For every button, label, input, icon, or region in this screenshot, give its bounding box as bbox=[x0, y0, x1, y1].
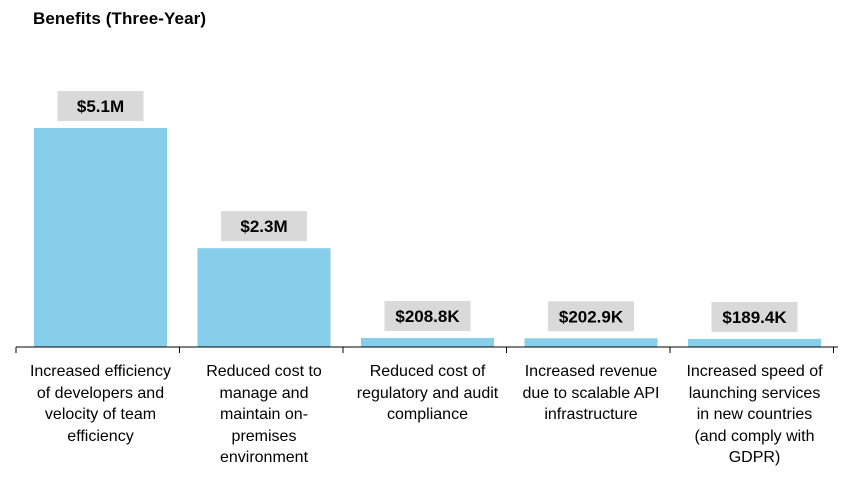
bar-2 bbox=[197, 248, 331, 347]
category-label-5: Increased speed of launching services in n… bbox=[672, 361, 838, 469]
value-label-box-4 bbox=[548, 301, 634, 332]
category-label-line: launching services bbox=[688, 384, 821, 402]
category-label-line: efficiency bbox=[67, 427, 134, 445]
bar-4 bbox=[524, 338, 658, 347]
category-label-1: Increased efficiency of developers and vel… bbox=[18, 361, 184, 447]
category-label-2: Reduced cost to manage and maintain on-pre… bbox=[181, 361, 347, 469]
category-label-line: infrastructure bbox=[544, 406, 638, 423]
category-label-line: Reduced cost of bbox=[369, 363, 486, 380]
category-label-line: maintain on- bbox=[219, 406, 309, 423]
category-label-line: compliance bbox=[387, 406, 468, 423]
category-label-line: Increased revenue bbox=[524, 363, 658, 380]
value-label-box-2 bbox=[221, 211, 307, 242]
category-label-line: of developers and bbox=[36, 384, 165, 402]
category-label-line: due to scalable API bbox=[522, 384, 660, 402]
bar-5 bbox=[688, 338, 821, 347]
category-label-line: Reduced cost to bbox=[206, 363, 322, 380]
value-label-box-1 bbox=[57, 91, 144, 121]
category-label-line: velocity of team bbox=[44, 406, 157, 423]
value-label-1: $5.1M bbox=[77, 97, 124, 116]
value-label-box-3 bbox=[384, 301, 471, 331]
category-label-4: Increased revenue due to scalable API infr… bbox=[508, 361, 674, 426]
category-label-line: Increased efficiency bbox=[29, 363, 172, 380]
category-label-line: (and comply with bbox=[694, 427, 815, 445]
category-label-line: premises bbox=[231, 427, 297, 445]
value-label-4: $202.9K bbox=[559, 307, 624, 326]
category-label-line: in new countries bbox=[696, 406, 813, 423]
value-label-box-5 bbox=[711, 301, 798, 332]
category-label-line: GDPR) bbox=[728, 449, 781, 466]
value-label-5: $189.4K bbox=[722, 308, 787, 327]
category-label-line: regulatory and audit bbox=[356, 384, 499, 402]
value-label-3: $208.8K bbox=[395, 307, 460, 326]
chart-title: Benefits (Three-Year) bbox=[33, 9, 207, 28]
category-label-line: environment bbox=[219, 449, 309, 466]
bar-1 bbox=[34, 128, 167, 347]
category-label-line: Increased speed of bbox=[686, 363, 823, 380]
bar-3 bbox=[361, 338, 494, 347]
category-label-line: manage and bbox=[219, 384, 309, 402]
category-label-3: Reduced cost of regulatory and audit compl… bbox=[345, 361, 511, 426]
value-label-2: $2.3M bbox=[240, 217, 287, 236]
